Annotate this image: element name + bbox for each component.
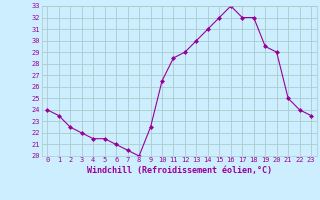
X-axis label: Windchill (Refroidissement éolien,°C): Windchill (Refroidissement éolien,°C) xyxy=(87,166,272,175)
